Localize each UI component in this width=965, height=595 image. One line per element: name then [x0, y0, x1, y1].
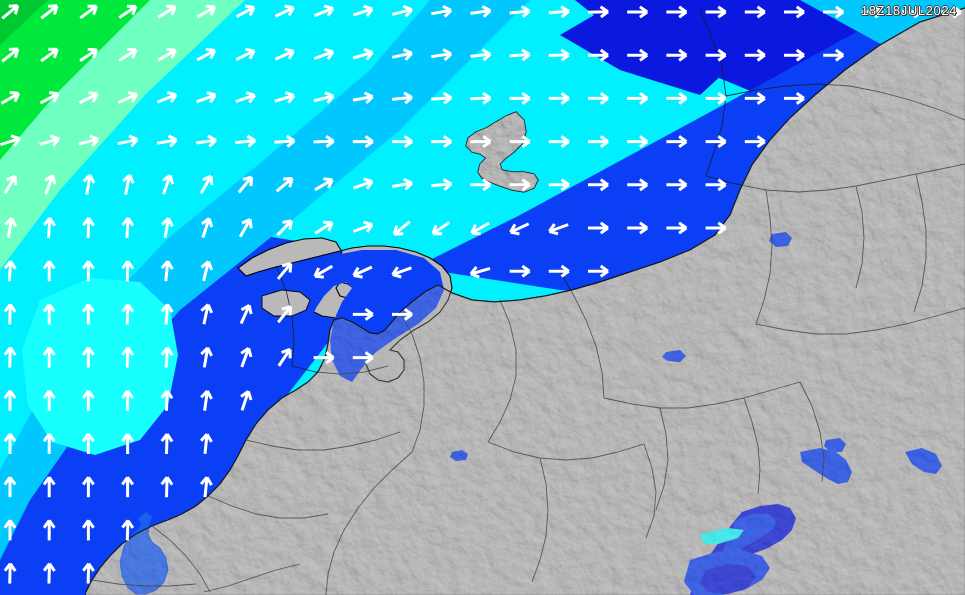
- band-cyan-bright-blob: [22, 278, 178, 455]
- sado-island: [465, 111, 539, 193]
- band-navy-2: [560, 0, 760, 95]
- band-green: [0, 0, 150, 160]
- timestamp-label: 18Z18JUL2024: [860, 3, 957, 18]
- lake-biwa-north-arm: [138, 512, 152, 526]
- band-cyan-mid: [0, 0, 430, 470]
- terrain-texture: [86, 8, 965, 595]
- notojima-island: [261, 289, 311, 317]
